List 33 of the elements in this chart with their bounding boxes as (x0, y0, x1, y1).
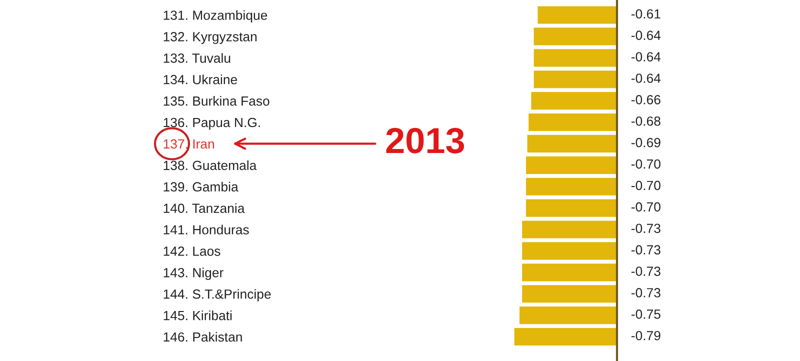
y-tick-label: 137. Iran (164, 139, 214, 149)
data-label: -0.64 (631, 74, 661, 83)
data-label: -0.69 (631, 138, 660, 148)
y-tick-label: 141. Honduras (164, 224, 249, 234)
data-label: -0.73 (631, 266, 660, 276)
data-label: -0.73 (631, 245, 660, 255)
data-label: -0.73 (631, 288, 660, 298)
data-label: -0.64 (631, 30, 661, 40)
data-label: -0.79 (631, 330, 660, 340)
y-tick-label: 134. Ukraine (164, 74, 238, 84)
data-label: -0.70 (631, 202, 660, 212)
y-tick-label: 132. Kyrgyzstan (164, 32, 257, 44)
y-tick-label: 140. Tanzania (164, 203, 245, 213)
data-label: -0.70 (631, 159, 660, 169)
y-tick-label: 133. Tuvalu (164, 53, 230, 63)
text: 2013 (386, 128, 464, 154)
y-tick-label: 146. Pakistan (164, 332, 242, 342)
y-tick-label: 144. S.T.&Principe (164, 289, 271, 302)
data-label: -0.61 (631, 9, 660, 19)
data-label: -0.64 (631, 52, 661, 62)
y-tick-label: 139. Gambia (164, 182, 238, 192)
y-tick-label: 135. Burkina Faso (164, 96, 270, 106)
data-label: -0.75 (631, 310, 660, 319)
y-tick-label: 145. Kiribati (164, 310, 232, 320)
y-tick-label: 142. Laos (164, 246, 220, 256)
y-tick-label: 143. Niger (164, 268, 224, 280)
y-tick-label: 138. Guatemala (164, 160, 257, 170)
y-tick-label: 136. Papua N.G. (164, 118, 260, 130)
data-label: -0.68 (631, 116, 660, 126)
data-label: -0.66 (631, 95, 660, 104)
y-tick-label: 131. Mozambique (164, 10, 268, 23)
data-label: -0.73 (631, 224, 660, 234)
data-label: -0.70 (631, 180, 660, 190)
